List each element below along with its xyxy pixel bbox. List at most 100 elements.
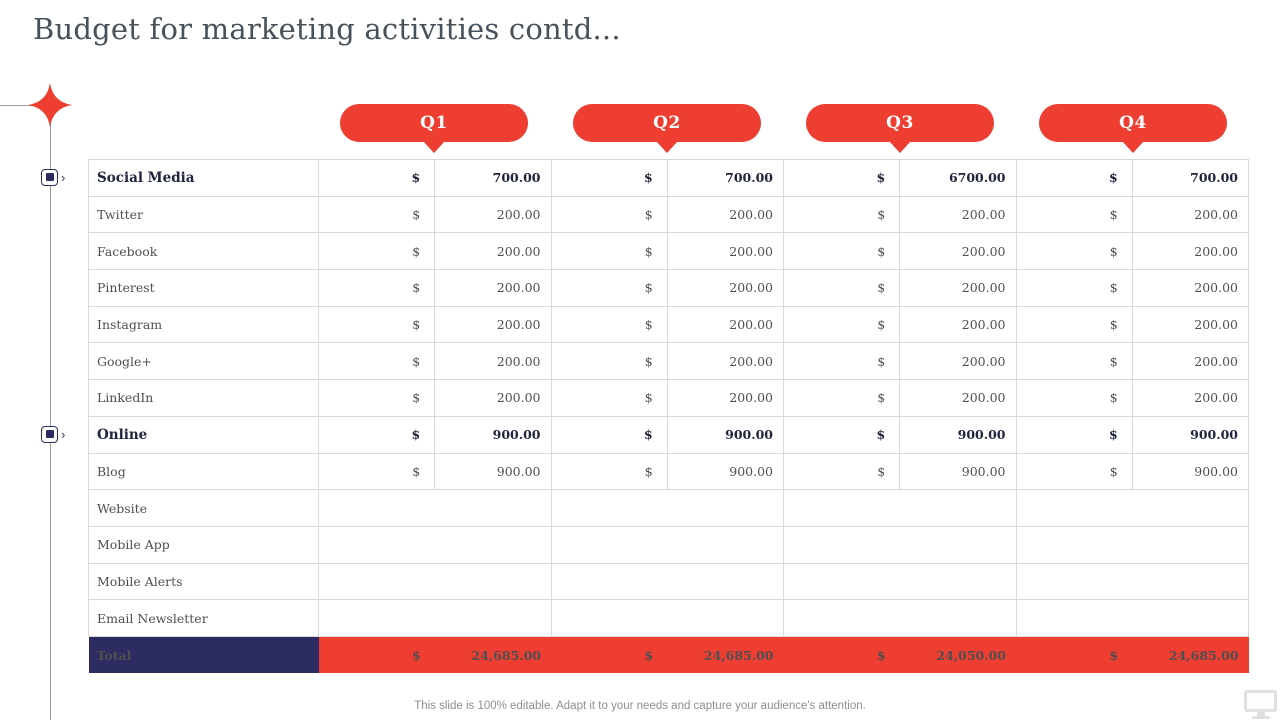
- currency-cell: $: [1015, 269, 1133, 307]
- row-label: Social Media: [88, 159, 319, 197]
- currency-cell: $: [1015, 452, 1133, 491]
- sparkle-star-icon: [28, 83, 72, 127]
- row-label: Mobile Alerts: [88, 562, 319, 601]
- total-currency-cell: $: [1016, 636, 1133, 674]
- value-cell: 200.00: [899, 305, 1017, 344]
- currency-cell: $: [317, 232, 436, 271]
- row-marker-social-media: ›: [41, 168, 75, 186]
- value-cell: 200.00: [434, 305, 552, 344]
- empty-cell: [783, 599, 1017, 637]
- currency-cell: $: [782, 195, 901, 234]
- chevron-right-icon: ›: [61, 169, 66, 185]
- value-cell: 900.00: [666, 452, 785, 491]
- currency-cell: $: [782, 342, 901, 381]
- row-label: Instagram: [88, 305, 319, 344]
- currency-cell: $: [317, 379, 436, 417]
- currency-cell: $: [550, 195, 668, 234]
- total-row: Total $24,685.00 $24,685.00 $24,050.00 $24,6…: [88, 636, 1249, 674]
- page-title: Budget for marketing activities contd...: [33, 12, 621, 46]
- total-currency-cell: $: [783, 636, 900, 674]
- value-cell: 200.00: [666, 305, 785, 344]
- row-label: Website: [88, 489, 319, 527]
- value-cell: 900.00: [1131, 415, 1250, 454]
- row-marker-online: ›: [41, 425, 75, 443]
- square-bullet-icon: [41, 425, 58, 443]
- table-row: Google+ $200.00 $200.00 $200.00 $200.00: [88, 342, 1250, 381]
- currency-cell: $: [550, 379, 668, 417]
- total-value-cell: 24,050.00: [899, 636, 1016, 674]
- currency-cell: $: [782, 452, 901, 491]
- value-cell: 200.00: [434, 269, 552, 307]
- footer-note: This slide is 100% editable. Adapt it to…: [414, 700, 866, 712]
- row-label: Facebook: [88, 232, 319, 271]
- currency-cell: $: [550, 305, 668, 344]
- value-cell: 200.00: [666, 379, 785, 417]
- currency-cell: $: [782, 232, 901, 271]
- value-cell: 200.00: [666, 269, 785, 307]
- value-cell: 200.00: [434, 342, 552, 381]
- value-cell: 200.00: [666, 342, 785, 381]
- empty-cell: [318, 525, 552, 564]
- value-cell: 200.00: [1131, 269, 1250, 307]
- quarter-pill-q3: Q3: [806, 104, 994, 142]
- empty-cell: [1015, 525, 1249, 564]
- table-row: Social Media $700.00 $700.00 $6700.00 $700.0…: [88, 159, 1250, 197]
- currency-cell: $: [782, 305, 901, 344]
- total-value-cell: 24,685.00: [667, 636, 784, 674]
- empty-cell: [783, 525, 1017, 564]
- currency-cell: $: [1015, 232, 1133, 271]
- value-cell: 200.00: [1131, 305, 1250, 344]
- value-cell: 200.00: [899, 379, 1017, 417]
- currency-cell: $: [317, 452, 436, 491]
- empty-cell: [1015, 489, 1249, 527]
- table-row: Email Newsletter: [88, 599, 1249, 637]
- table-row: Instagram $200.00 $200.00 $200.00 $200.00: [88, 305, 1250, 344]
- value-cell: 700.00: [434, 159, 552, 197]
- value-cell: 900.00: [1131, 452, 1250, 491]
- row-label: Mobile App: [88, 525, 319, 564]
- value-cell: 200.00: [899, 232, 1017, 271]
- table-row: LinkedIn $200.00 $200.00 $200.00 $200.00: [88, 379, 1250, 417]
- empty-cell: [550, 562, 784, 601]
- square-bullet-icon: [41, 168, 58, 186]
- value-cell: 200.00: [434, 232, 552, 271]
- currency-cell: $: [550, 452, 668, 491]
- table-row: Twitter $200.00 $200.00 $200.00 $200.00: [88, 195, 1250, 234]
- currency-cell: $: [1015, 159, 1133, 197]
- value-cell: 900.00: [899, 415, 1017, 454]
- currency-cell: $: [1015, 305, 1133, 344]
- quarter-pill-q4: Q4: [1039, 104, 1227, 142]
- value-cell: 200.00: [899, 342, 1017, 381]
- currency-cell: $: [317, 269, 436, 307]
- value-cell: 900.00: [666, 415, 785, 454]
- value-cell: 200.00: [899, 269, 1017, 307]
- currency-cell: $: [1015, 379, 1133, 417]
- total-label: Total: [88, 636, 319, 674]
- row-label: LinkedIn: [88, 379, 319, 417]
- value-cell: 900.00: [434, 415, 552, 454]
- row-label: Email Newsletter: [88, 599, 319, 637]
- empty-cell: [1015, 599, 1249, 637]
- empty-cell: [550, 599, 784, 637]
- row-label: Online: [88, 415, 319, 454]
- currency-cell: $: [550, 342, 668, 381]
- value-cell: 900.00: [899, 452, 1017, 491]
- value-cell: 700.00: [1131, 159, 1250, 197]
- total-currency-cell: $: [318, 636, 435, 674]
- currency-cell: $: [782, 379, 901, 417]
- currency-cell: $: [1015, 195, 1133, 234]
- currency-cell: $: [550, 415, 668, 454]
- value-cell: 200.00: [1131, 232, 1250, 271]
- row-label: Blog: [88, 452, 319, 491]
- total-currency-cell: $: [551, 636, 668, 674]
- vertical-rule: [50, 105, 51, 720]
- value-cell: 900.00: [434, 452, 552, 491]
- empty-cell: [550, 489, 784, 527]
- total-value-cell: 24,685.00: [1132, 636, 1249, 674]
- currency-cell: $: [317, 305, 436, 344]
- table-row: Pinterest $200.00 $200.00 $200.00 $200.00: [88, 269, 1250, 307]
- value-cell: 200.00: [1131, 342, 1250, 381]
- chevron-right-icon: ›: [61, 426, 66, 442]
- value-cell: 200.00: [666, 195, 785, 234]
- currency-cell: $: [782, 269, 901, 307]
